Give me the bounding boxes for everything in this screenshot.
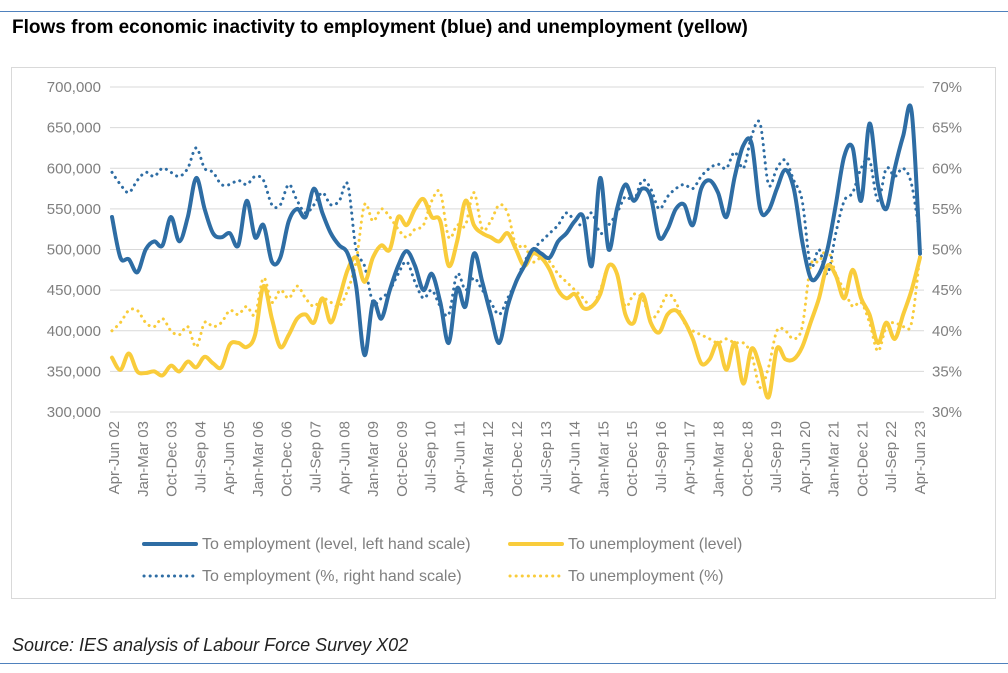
legend-label: To employment (%, right hand scale) [202, 568, 462, 585]
x-tick-label: Oct-Dec 15 [624, 421, 641, 497]
x-tick-label: Jul-Sep 07 [308, 421, 325, 493]
y-left-tick-label: 500,000 [47, 242, 101, 259]
y-right-tick-label: 70% [932, 79, 962, 96]
legend-label: To unemployment (level) [568, 536, 742, 553]
source-note: Source: IES analysis of Labour Force Sur… [12, 635, 409, 655]
y-left-tick-label: 550,000 [47, 201, 101, 218]
chart-title: Flows from economic inactivity to employ… [12, 17, 748, 38]
x-tick-label: Jul-Sep 16 [653, 421, 670, 493]
series-line-to-unemployment-level [110, 196, 922, 400]
y-right-tick-label: 55% [932, 201, 962, 218]
x-tick-label: Jul-Sep 04 [192, 421, 209, 493]
x-tick-label: Jan-Mar 12 [480, 421, 497, 497]
x-tick-label: Apr-Jun 02 [106, 421, 123, 494]
series-line-to-employment-level-left-hand-scale [110, 103, 922, 358]
x-tick-label: Jul-Sep 13 [538, 421, 555, 493]
top-rule [0, 11, 1008, 12]
bottom-rule [0, 663, 1008, 664]
x-tick-label: Oct-Dec 06 [279, 421, 296, 497]
y-left-tick-label: 300,000 [47, 404, 101, 421]
x-tick-label: Apr-Jun 14 [567, 421, 584, 494]
x-tick-label: Jan-Mar 03 [135, 421, 152, 497]
y-left-tick-label: 600,000 [47, 160, 101, 177]
x-tick-label: Oct-Dec 12 [509, 421, 526, 497]
y-right-tick-label: 60% [932, 160, 962, 177]
legend-label: To employment (level, left hand scale) [202, 536, 471, 553]
x-tick-label: Oct-Dec 09 [394, 421, 411, 497]
x-tick-label: Apr-Jun 11 [451, 421, 468, 493]
x-tick-label: Apr-Jun 20 [797, 421, 814, 494]
y-right-tick-label: 45% [932, 282, 962, 299]
x-tick-label: Jul-Sep 22 [883, 421, 900, 493]
y-right-tick-label: 65% [932, 120, 962, 137]
y-left-tick-label: 650,000 [47, 120, 101, 137]
x-tick-label: Apr-Jun 17 [682, 421, 699, 494]
legend-label: To unemployment (%) [568, 568, 724, 585]
x-tick-label: Jan-Mar 15 [595, 421, 612, 497]
x-tick-label: Oct-Dec 03 [164, 421, 181, 497]
y-left-tick-label: 450,000 [47, 282, 101, 299]
series-line-to-employment-right-hand-scale [110, 119, 922, 318]
y-right-tick-label: 35% [932, 363, 962, 380]
x-tick-label: Jan-Mar 18 [711, 421, 728, 497]
x-tick-label: Jan-Mar 09 [365, 421, 382, 497]
chart-area: 300,000 350,000 400,000 450,000 500,000 550,0… [11, 67, 996, 599]
x-tick-label: Jan-Mar 21 [826, 421, 843, 497]
x-tick-label: Oct-Dec 21 [854, 421, 871, 497]
x-tick-label: Jul-Sep 19 [768, 421, 785, 493]
x-tick-label: Apr-Jun 23 [912, 421, 929, 494]
y-left-tick-label: 700,000 [47, 79, 101, 96]
x-tick-label: Apr-Jun 08 [336, 421, 353, 494]
x-tick-label: Apr-Jun 05 [221, 421, 238, 494]
x-tick-label: Oct-Dec 18 [739, 421, 756, 497]
x-tick-label: Jul-Sep 10 [423, 421, 440, 493]
y-left-tick-label: 400,000 [47, 323, 101, 340]
x-tick-label: Jan-Mar 06 [250, 421, 267, 497]
y-right-tick-label: 50% [932, 242, 962, 259]
y-left-tick-label: 350,000 [47, 363, 101, 380]
line-chart: 300,000 350,000 400,000 450,000 500,000 550,0… [47, 79, 962, 585]
y-right-tick-label: 40% [932, 323, 962, 340]
y-right-tick-label: 30% [932, 404, 962, 421]
